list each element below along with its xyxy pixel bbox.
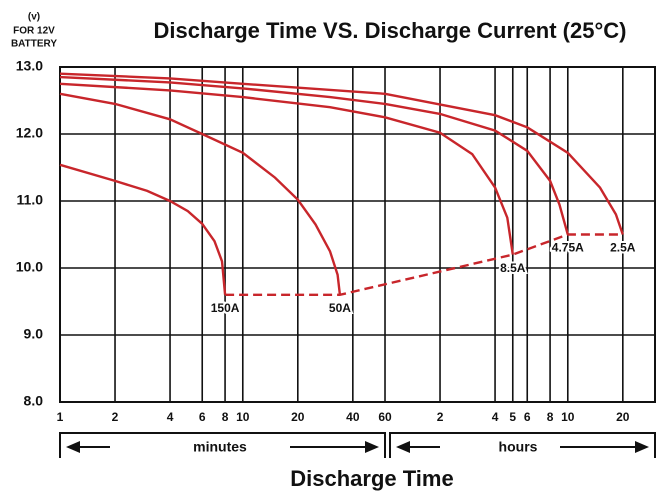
x-tick-label: 8 [222, 410, 229, 424]
y-label: (v) [28, 12, 40, 23]
y-tick-label: 9.0 [24, 326, 44, 342]
curve-label: 4.75A [552, 241, 584, 255]
discharge-curve [59, 92, 342, 295]
y-tick-label: 8.0 [24, 393, 44, 409]
discharge-curve [59, 82, 514, 255]
x-group-label: minutes [193, 439, 247, 455]
discharge-curve [59, 72, 624, 235]
x-tick-label: 1 [57, 410, 64, 424]
x-tick-label: 2 [437, 410, 444, 424]
chart-title: Discharge Time VS. Discharge Current (25… [154, 18, 627, 43]
x-tick-label: 60 [378, 410, 392, 424]
discharge-curve [59, 163, 227, 295]
y-tick-label: 10.0 [16, 259, 43, 275]
y-label: FOR 12V [13, 26, 55, 37]
curve-label: 8.5A [500, 261, 526, 275]
y-tick-label: 12.0 [16, 125, 43, 141]
x-tick-label: 10 [236, 410, 250, 424]
y-label: BATTERY [11, 39, 57, 50]
x-group-label: hours [499, 439, 538, 455]
x-bracket [59, 432, 656, 458]
curve-label: 2.5A [610, 241, 636, 255]
plot-frame [59, 66, 656, 403]
curve-label: 150A [211, 301, 240, 315]
arrow-heads [66, 441, 649, 453]
x-tick-label: 6 [524, 410, 531, 424]
x-tick-label: 10 [561, 410, 575, 424]
x-tick-label: 6 [199, 410, 206, 424]
y-tick-label: 11.0 [17, 192, 44, 208]
y-tick-label: 13.0 [16, 58, 43, 74]
x-tick-label: 20 [616, 410, 630, 424]
x-tick-label: 4 [167, 410, 174, 424]
x-tick-label: 40 [346, 410, 360, 424]
x-axis-title: Discharge Time [290, 466, 453, 491]
x-tick-label: 5 [509, 410, 516, 424]
curve-label: 50A [329, 301, 351, 315]
x-tick-label: 20 [291, 410, 305, 424]
discharge-curve [59, 75, 569, 235]
x-tick-label: 4 [492, 410, 499, 424]
end-voltage-line [225, 233, 623, 296]
x-tick-label: 2 [112, 410, 119, 424]
x-tick-label: 8 [547, 410, 554, 424]
